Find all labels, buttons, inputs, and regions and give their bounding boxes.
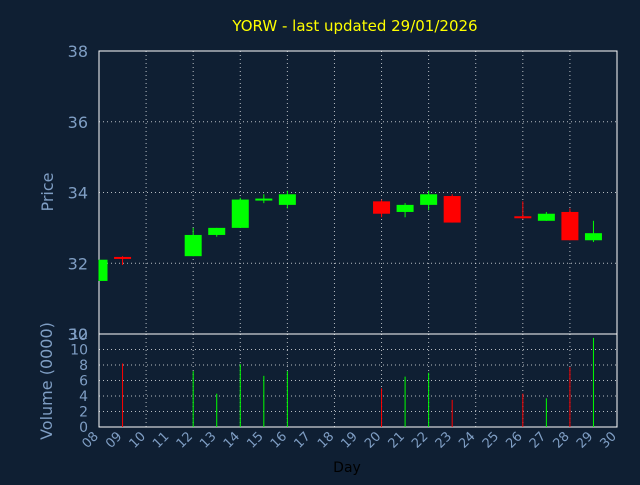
chart-title: YORW - last updated 29/01/2026 — [231, 17, 477, 35]
price-tick-label: 30 — [68, 325, 88, 344]
price-axis-label: Price — [38, 172, 57, 211]
candle-body — [584, 233, 602, 241]
volume-tick-label: 4 — [79, 389, 88, 405]
price-tick-label: 32 — [68, 254, 88, 273]
volume-tick-label: 12 — [70, 327, 88, 343]
candle-body — [278, 194, 296, 205]
x-axis-label: Day — [333, 460, 361, 476]
candle-body — [537, 213, 555, 221]
volume-tick-label: 6 — [79, 374, 88, 390]
volume-tick-label: 8 — [79, 358, 88, 374]
volume-tick-label: 0 — [79, 420, 88, 436]
volume-axis-label: Volume (0000) — [37, 322, 56, 440]
candle-body — [514, 216, 532, 219]
candle-body — [396, 204, 414, 212]
candle-body — [561, 211, 579, 241]
candle-body — [99, 259, 108, 281]
candle-body — [184, 234, 202, 257]
volume-plot-border — [98, 333, 618, 428]
price-tick-label: 34 — [68, 184, 88, 203]
candle-body — [373, 201, 391, 214]
candle-body — [114, 256, 132, 259]
candle-body — [443, 196, 461, 223]
volume-tick-label: 2 — [79, 405, 88, 421]
candle-body — [231, 199, 249, 228]
candles — [98, 190, 602, 427]
price-tick-label: 36 — [68, 113, 88, 132]
price-tick-label: 38 — [68, 42, 88, 61]
candle-body — [208, 227, 226, 235]
volume-tick-label: 10 — [70, 343, 88, 359]
candle-body — [255, 198, 273, 201]
candle-body — [420, 194, 438, 205]
